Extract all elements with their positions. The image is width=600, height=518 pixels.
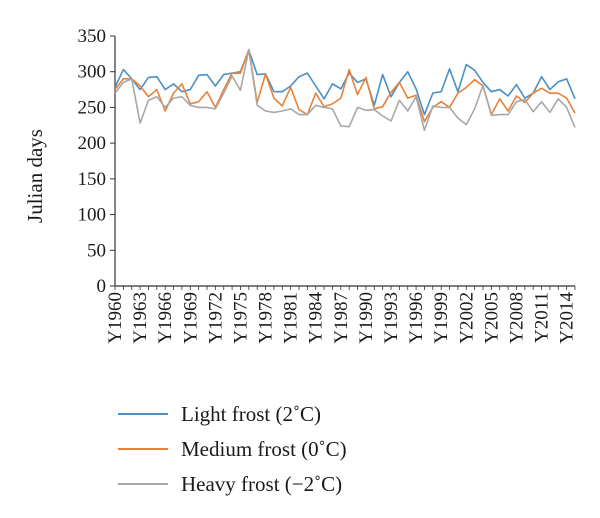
x-tick-label: Y1987: [331, 292, 352, 344]
x-tick-label: Y1990: [356, 292, 377, 344]
series-line-3: [114, 48, 576, 132]
x-tick-label: Y2002: [456, 292, 477, 344]
legend-label: Light frost (2˚C): [181, 402, 321, 426]
x-tick-label: Y1972: [205, 292, 226, 344]
y-tick-label: 200: [78, 133, 107, 154]
y-tick-label: 50: [87, 240, 106, 261]
x-tick-label: Y2011: [532, 292, 553, 343]
x-tick-label: Y1969: [180, 292, 201, 344]
x-tick-label: Y1960: [105, 292, 126, 344]
y-tick-label: 300: [78, 62, 107, 83]
x-axis-ticks: Y1960 Y1963 Y1966 Y1969 Y1972 Y1975 Y1978 Y1981…: [105, 286, 578, 344]
y-tick-label: 250: [78, 97, 107, 118]
legend-label: Heavy frost (−2˚C): [181, 472, 342, 496]
legend-label: Medium frost (0˚C): [181, 437, 347, 461]
x-tick-label: Y1966: [155, 292, 176, 344]
y-tick-label: 150: [78, 169, 107, 190]
series-lines: [114, 48, 576, 132]
x-tick-label: Y1975: [230, 292, 251, 344]
x-tick-label: Y1984: [306, 292, 327, 344]
series-line-1: [114, 49, 576, 116]
y-tick-label: 350: [78, 26, 107, 47]
x-tick-label: Y1981: [281, 292, 302, 344]
axes: [114, 36, 575, 287]
x-tick-label: Y1963: [130, 292, 151, 344]
x-tick-label: Y2008: [506, 292, 527, 344]
x-tick-label: Y1996: [406, 292, 427, 344]
legend: Light frost (2˚C) Medium frost (0˚C) Heavy…: [118, 402, 347, 496]
y-tick-label: 0: [97, 276, 107, 297]
y-tick-label: 100: [78, 205, 107, 226]
x-tick-label: Y1999: [431, 292, 452, 344]
x-tick-label: Y2005: [481, 292, 502, 344]
x-tick-label: Y1978: [256, 292, 277, 344]
series-line-2: [114, 48, 576, 123]
y-axis-ticks: 0 50 100 150 200 250 300 350: [78, 26, 115, 297]
x-tick-label: Y2014: [557, 292, 578, 344]
x-tick-label: Y1993: [381, 292, 402, 344]
y-axis-title: Julian days: [23, 129, 47, 223]
